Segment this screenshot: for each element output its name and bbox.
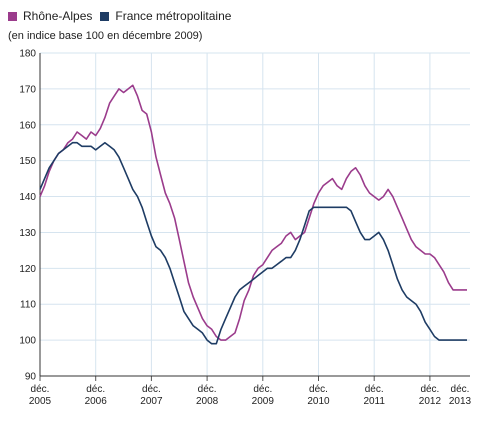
x-tick-label-bottom: 2006 — [85, 396, 108, 407]
x-tick-label-top: déc. — [86, 384, 105, 395]
x-tick-label-top: déc. — [309, 384, 328, 395]
legend-label-rhone-alpes: Rhône-Alpes — [23, 9, 93, 23]
y-tick-label: 120 — [19, 264, 36, 275]
legend-swatch-rhone-alpes — [8, 11, 17, 21]
y-tick-label: 90 — [25, 372, 37, 383]
x-tick-label-bottom: 2011 — [363, 396, 385, 407]
x-tick-label-top: déc. — [420, 384, 439, 395]
y-tick-label: 180 — [19, 49, 36, 60]
x-tick-label-bottom: 2005 — [29, 396, 52, 407]
x-tick-label-top: déc. — [253, 384, 272, 395]
y-tick-label: 130 — [19, 228, 36, 239]
y-tick-label: 140 — [19, 192, 36, 203]
x-tick-label-bottom: 2010 — [307, 396, 330, 407]
x-tick-label-top: déc. — [365, 384, 384, 395]
x-tick-label-bottom: 2007 — [140, 396, 163, 407]
legend-label-france: France métropolitaine — [115, 9, 232, 23]
series-line-france-metropolitaine — [39, 141, 467, 345]
legend-item-rhone-alpes[interactable]: Rhône-Alpes — [8, 9, 92, 23]
x-tick-label-bottom: 2012 — [419, 396, 442, 407]
legend-item-france[interactable]: France métropolitaine — [100, 9, 231, 23]
y-tick-label: 160 — [19, 120, 36, 131]
x-tick-label-top: déc. — [451, 384, 470, 395]
x-tick-label-top: déc. — [31, 384, 50, 395]
x-tick-label-bottom: 2009 — [252, 396, 275, 407]
y-tick-label: 150 — [19, 156, 36, 167]
plot-area — [40, 53, 470, 376]
x-tick-label-bottom: 2013 — [449, 396, 472, 407]
x-tick-label-bottom: 2008 — [196, 396, 219, 407]
y-tick-label: 170 — [19, 84, 36, 95]
y-tick-label: 110 — [20, 300, 36, 311]
series-line-rhone-alpes — [39, 84, 467, 341]
y-tick-label: 100 — [19, 336, 36, 347]
x-tick-label-top: déc. — [142, 384, 161, 395]
legend: Rhône-Alpes France métropolitaine — [8, 9, 239, 23]
chart-subtitle: (en indice base 100 en décembre 2009) — [8, 30, 203, 42]
legend-swatch-france — [100, 11, 110, 21]
x-tick-label-top: déc. — [198, 384, 217, 395]
